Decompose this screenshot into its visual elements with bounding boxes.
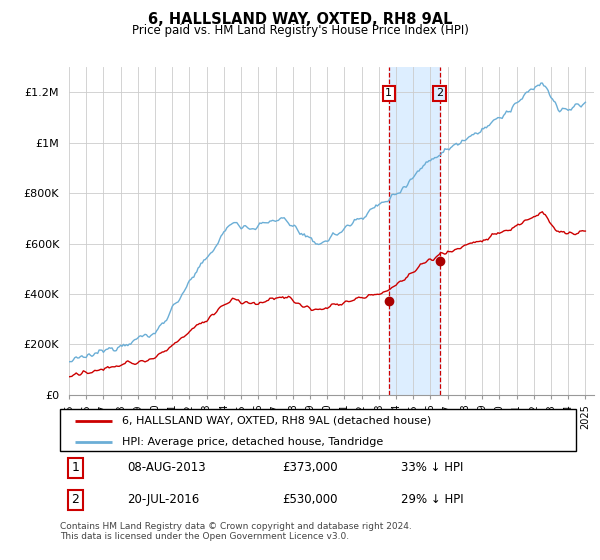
Text: 1: 1 [385, 88, 392, 99]
Text: HPI: Average price, detached house, Tandridge: HPI: Average price, detached house, Tand… [122, 437, 383, 446]
Text: 6, HALLSLAND WAY, OXTED, RH8 9AL (detached house): 6, HALLSLAND WAY, OXTED, RH8 9AL (detach… [122, 416, 431, 426]
Text: Price paid vs. HM Land Registry's House Price Index (HPI): Price paid vs. HM Land Registry's House … [131, 24, 469, 36]
Text: 2: 2 [71, 493, 79, 506]
Text: £530,000: £530,000 [282, 493, 337, 506]
Text: Contains HM Land Registry data © Crown copyright and database right 2024.
This d: Contains HM Land Registry data © Crown c… [60, 522, 412, 542]
Text: 08-AUG-2013: 08-AUG-2013 [127, 461, 206, 474]
Text: 29% ↓ HPI: 29% ↓ HPI [401, 493, 463, 506]
Text: 20-JUL-2016: 20-JUL-2016 [127, 493, 199, 506]
Text: 33% ↓ HPI: 33% ↓ HPI [401, 461, 463, 474]
Bar [389, 67, 440, 395]
Text: 1: 1 [71, 461, 79, 474]
Text: 2: 2 [436, 88, 443, 99]
Text: £373,000: £373,000 [282, 461, 338, 474]
Text: 6, HALLSLAND WAY, OXTED, RH8 9AL: 6, HALLSLAND WAY, OXTED, RH8 9AL [148, 12, 452, 27]
